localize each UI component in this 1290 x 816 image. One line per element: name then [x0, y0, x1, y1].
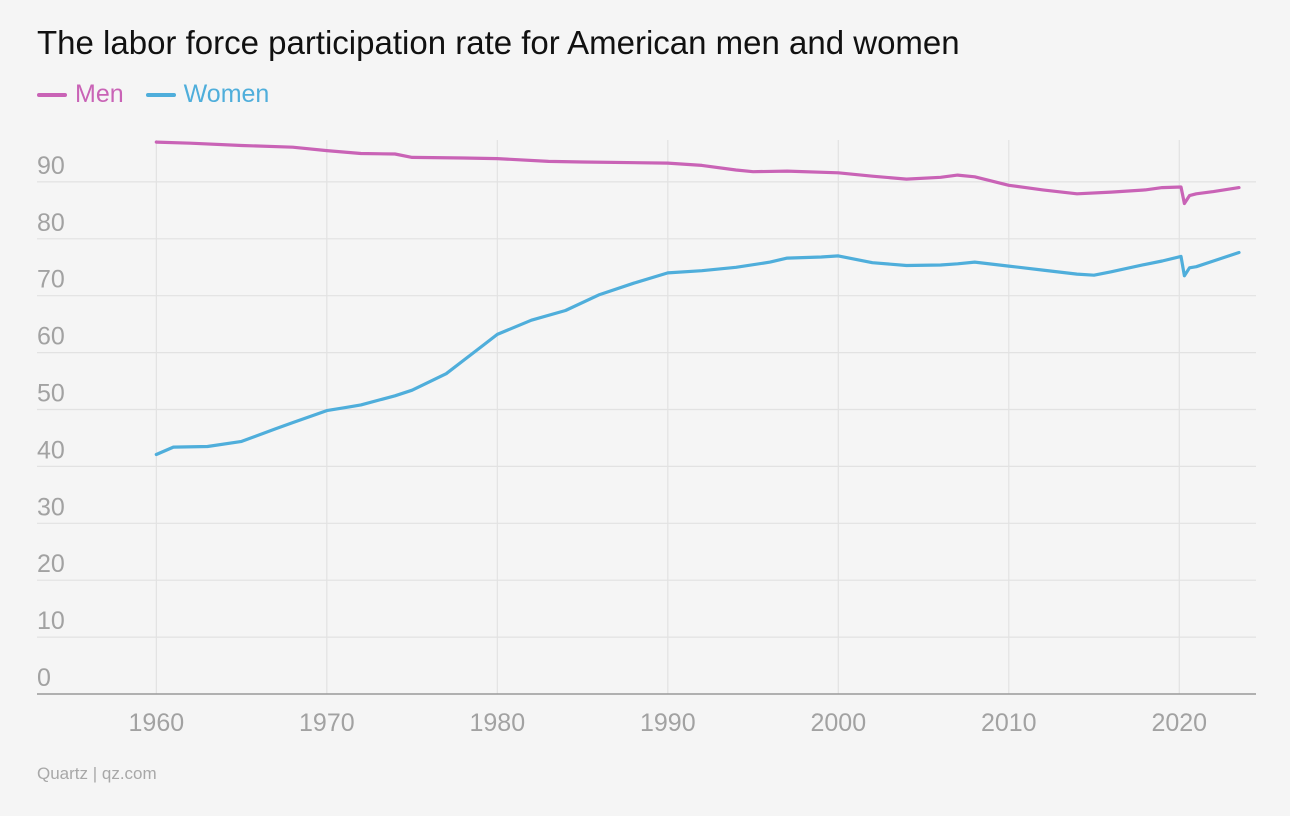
x-tick-label: 1970 [299, 709, 355, 737]
legend: Men Women [37, 80, 291, 109]
series-group [154, 140, 1241, 457]
chart-title: The labor force participation rate for A… [37, 24, 960, 61]
source-credit: Quartz | qz.com [37, 764, 157, 783]
y-tick-label: 60 [37, 323, 65, 351]
y-tick-label: 50 [37, 380, 65, 408]
x-tick-label: 1960 [129, 709, 185, 737]
series-line-women [154, 250, 1241, 457]
legend-item-men: Men [37, 80, 124, 109]
y-tick-label: 70 [37, 266, 65, 294]
legend-item-women: Women [145, 80, 270, 109]
series-line-men [154, 140, 1241, 206]
y-tick-label: 90 [37, 152, 65, 180]
axes: 0 10 20 30 40 50 60 70 80 90 1960 1970 1980 1990 2000 2… [37, 152, 1256, 737]
x-tick-label: 1990 [640, 709, 696, 737]
x-tick-label: 1980 [470, 709, 526, 737]
legend-swatch-men [37, 92, 67, 97]
legend-label-women: Women [183, 80, 270, 108]
y-tick-label: 0 [37, 664, 51, 692]
y-tick-label: 10 [37, 607, 65, 635]
x-tick-label: 2020 [1151, 709, 1207, 737]
legend-swatch-women [145, 92, 176, 97]
grid-lines [37, 140, 1256, 694]
x-tick-label: 2010 [981, 709, 1037, 737]
y-tick-label: 80 [37, 209, 65, 237]
y-tick-label: 20 [37, 550, 65, 578]
legend-label-men: Men [75, 80, 124, 108]
y-tick-label: 30 [37, 493, 65, 521]
y-tick-label: 40 [37, 436, 65, 464]
x-tick-label: 2000 [810, 709, 866, 737]
